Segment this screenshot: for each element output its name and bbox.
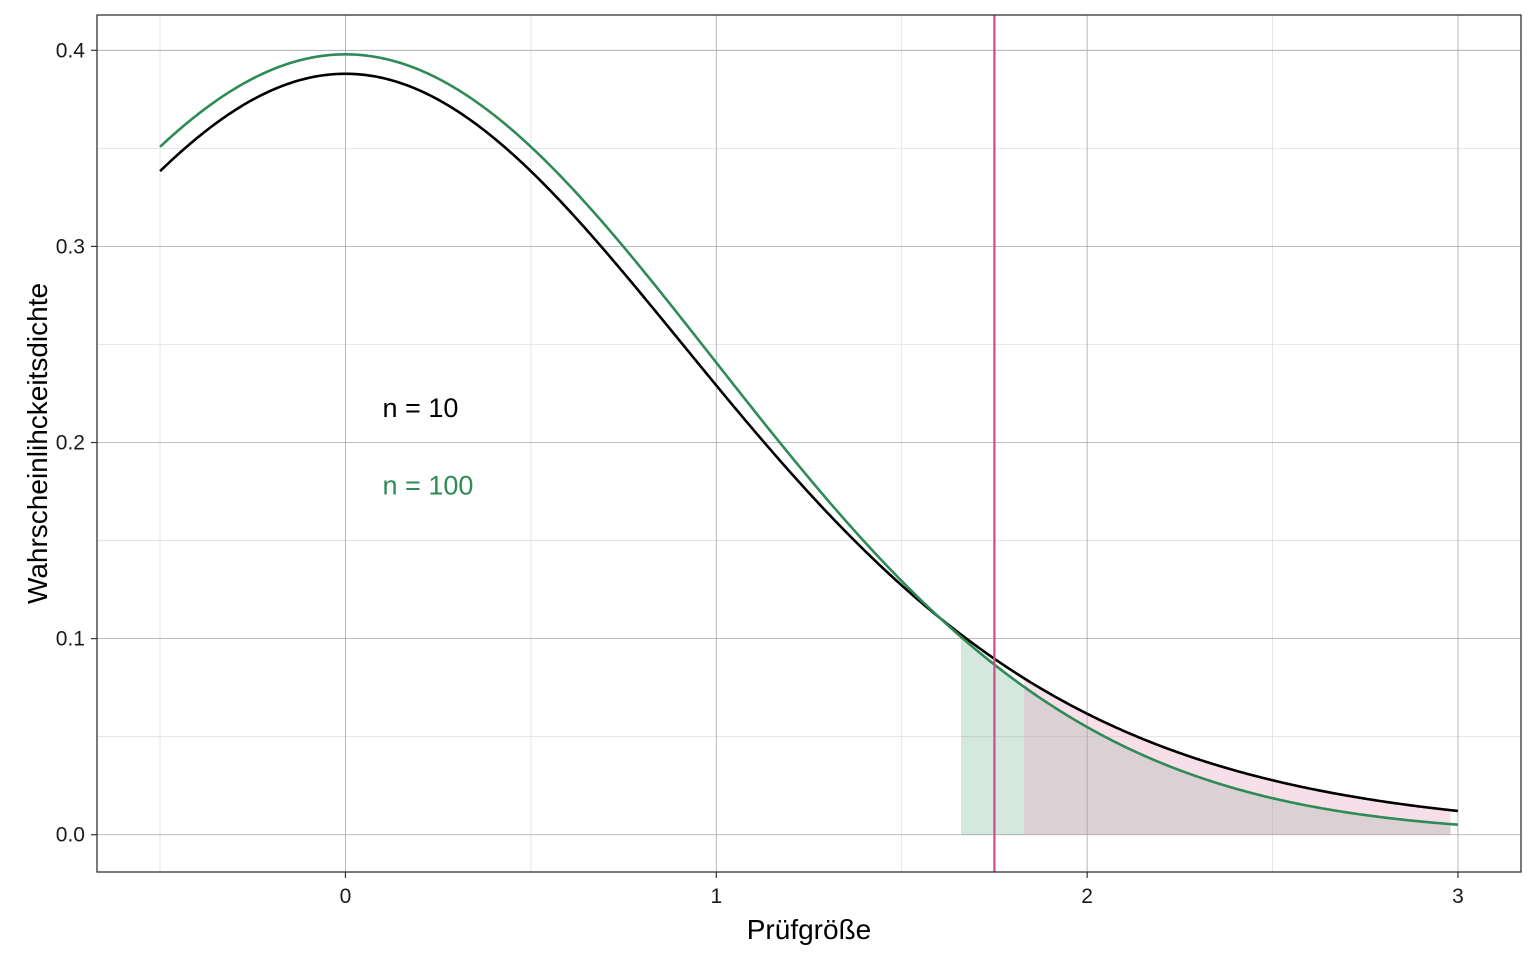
series-label-1: n = 100 <box>383 471 474 501</box>
x-tick-label: 2 <box>1081 885 1093 908</box>
y-tick-label: 0.1 <box>56 628 85 651</box>
density-curve-df-99 <box>159 53 1459 826</box>
panel-border <box>96 14 1522 873</box>
y-tick-label: 0.3 <box>56 235 85 258</box>
plot-panel <box>97 15 1521 872</box>
y-tick-label: 0.2 <box>56 432 85 455</box>
x-tick-label: 3 <box>1452 885 1464 908</box>
x-tick-label: 1 <box>710 885 722 908</box>
series-label-0: n = 10 <box>383 393 459 423</box>
y-tick-label: 0.4 <box>56 39 86 62</box>
y-axis-title: Wahrscheinlihckeitsdichte <box>22 283 53 604</box>
x-axis-title: Prüfgröße <box>747 914 872 945</box>
x-tick-label: 0 <box>340 885 352 908</box>
tail-area-99 <box>961 636 1451 835</box>
y-tick-label: 0.0 <box>56 824 85 847</box>
density-curve-df-9 <box>159 72 1459 813</box>
